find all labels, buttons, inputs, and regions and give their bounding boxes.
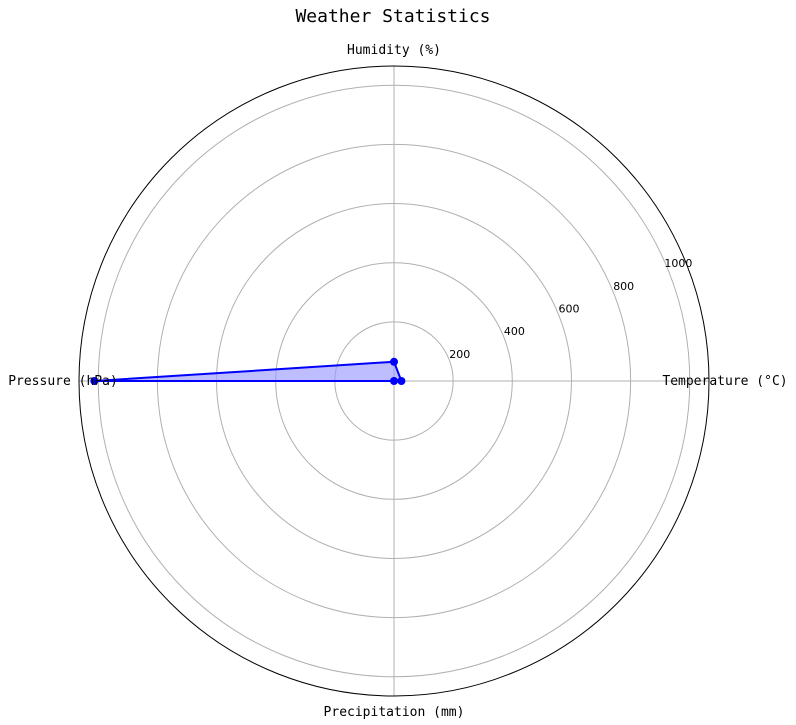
radial-tick-label: 800: [613, 280, 634, 293]
data-point: [390, 377, 398, 385]
category-label: Precipitation (mm): [324, 705, 465, 720]
data-point: [397, 377, 406, 385]
radial-tick-label: 200: [449, 348, 470, 361]
category-label: Humidity (%): [347, 43, 441, 58]
radar-labels: 200 400 600 800 1000 Temperature (°C) Humidity…: [8, 43, 787, 720]
radial-tick-label: 600: [559, 302, 580, 315]
data-point: [390, 357, 398, 366]
category-label: Pressure (hPa): [8, 374, 118, 389]
radial-tick-label: 400: [504, 325, 525, 338]
radial-tick-label: 1000: [664, 257, 692, 270]
polar-frame: [78, 65, 710, 697]
category-label: Temperature (°C): [662, 374, 787, 389]
data-point: [90, 377, 99, 385]
radar-series: [90, 357, 406, 385]
chart-title: Weather Statistics: [295, 6, 490, 27]
